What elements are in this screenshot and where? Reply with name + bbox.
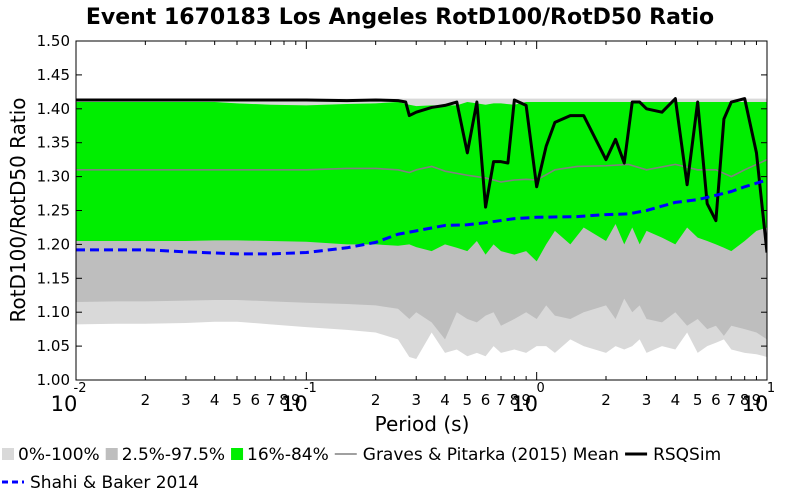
x-minor-tick-label: 3 bbox=[411, 391, 421, 409]
x-minor-tick-label: 5 bbox=[232, 391, 242, 409]
legend-label: 16%-84% bbox=[247, 445, 329, 465]
legend-item: 0%-100% bbox=[2, 445, 100, 465]
x-minor-tick-label: 6 bbox=[250, 391, 260, 409]
x-minor-tick-label: 8 bbox=[740, 391, 750, 409]
x-minor-tick-label: 4 bbox=[671, 391, 681, 409]
x-major-tick-label: 10 bbox=[51, 392, 78, 416]
plot-area bbox=[76, 97, 767, 359]
y-tick-label: 1.35 bbox=[37, 134, 70, 152]
x-axis-title: Period (s) bbox=[375, 412, 470, 436]
series-line-shahi-baker-2014 bbox=[76, 178, 767, 256]
x-major-tick-exponent: 1 bbox=[767, 381, 775, 396]
legend: 0%-100% 2.5%-97.5% 16%-84% Graves & Pitarka… bbox=[2, 445, 721, 493]
x-minor-tick-label: 2 bbox=[601, 391, 611, 409]
legend-item: Graves & Pitarka (2015) Mean bbox=[334, 445, 619, 465]
x-minor-tick-label: 9 bbox=[521, 391, 531, 409]
x-minor-tick-label: 3 bbox=[642, 391, 652, 409]
band-16-84- bbox=[76, 102, 767, 262]
y-tick-label: 1.50 bbox=[37, 32, 70, 50]
series-line-graves-pitarka-2015-mean bbox=[76, 158, 767, 183]
legend-swatch bbox=[105, 448, 118, 460]
x-minor-tick-label: 2 bbox=[371, 391, 381, 409]
x-major-tick-exponent: -2 bbox=[74, 381, 87, 396]
x-minor-tick-label: 7 bbox=[727, 391, 737, 409]
legend-label: Shahi & Baker 2014 bbox=[30, 473, 199, 493]
legend-item: 16%-84% bbox=[231, 445, 329, 465]
x-minor-tick-label: 8 bbox=[510, 391, 520, 409]
legend-item: 2.5%-97.5% bbox=[105, 445, 225, 465]
chart-title: Event 1670183 Los Angeles RotD100/RotD50… bbox=[86, 5, 714, 30]
x-minor-tick-label: 4 bbox=[210, 391, 220, 409]
x-minor-tick-label: 2 bbox=[141, 391, 151, 409]
y-tick-label: 1.25 bbox=[37, 202, 70, 220]
y-tick-label: 1.05 bbox=[37, 337, 70, 355]
legend-label: 0%-100% bbox=[18, 445, 100, 465]
legend-swatch bbox=[231, 448, 244, 460]
x-minor-tick-label: 6 bbox=[711, 391, 721, 409]
x-major-tick-label: 10 bbox=[742, 392, 769, 416]
x-minor-tick-label: 4 bbox=[440, 391, 450, 409]
legend-label: 2.5%-97.5% bbox=[122, 445, 225, 465]
legend-swatch bbox=[2, 448, 14, 460]
x-major-tick-exponent: 0 bbox=[537, 381, 545, 396]
y-tick-label: 1.20 bbox=[37, 235, 70, 253]
x-minor-tick-label: 5 bbox=[463, 391, 473, 409]
x-major-tick-label: 10 bbox=[281, 392, 308, 416]
y-tick-label: 1.00 bbox=[37, 371, 70, 389]
legend-item: RSQSim bbox=[625, 445, 721, 465]
x-minor-tick-label: 7 bbox=[496, 391, 506, 409]
x-minor-tick-label: 9 bbox=[291, 391, 301, 409]
x-minor-tick-label: 6 bbox=[481, 391, 491, 409]
y-tick-label: 1.30 bbox=[37, 168, 70, 186]
x-minor-tick-label: 7 bbox=[266, 391, 276, 409]
x-minor-tick-label: 8 bbox=[279, 391, 289, 409]
legend-item: Shahi & Baker 2014 bbox=[2, 473, 199, 493]
x-minor-tick-label: 3 bbox=[181, 391, 191, 409]
x-minor-tick-label: 9 bbox=[752, 391, 762, 409]
series-line-rsqsim bbox=[76, 97, 767, 253]
axes: 1.00 1.05 1.10 1.15 1.20 1.25 1.30 1.35 1.40 1.45… bbox=[37, 32, 776, 416]
x-major-tick-exponent: -1 bbox=[304, 381, 317, 396]
legend-label: Graves & Pitarka (2015) Mean bbox=[363, 445, 619, 465]
y-tick-label: 1.40 bbox=[37, 100, 70, 118]
y-tick-label: 1.15 bbox=[37, 269, 70, 287]
y-axis-title: RotD100/RotD50 Ratio bbox=[6, 97, 30, 322]
x-minor-tick-label: 5 bbox=[693, 391, 703, 409]
plot-clip-group bbox=[76, 97, 767, 359]
legend-label: RSQSim bbox=[653, 445, 721, 465]
y-tick-label: 1.45 bbox=[37, 66, 70, 84]
y-tick-label: 1.10 bbox=[37, 303, 70, 321]
x-major-tick-label: 10 bbox=[511, 392, 538, 416]
